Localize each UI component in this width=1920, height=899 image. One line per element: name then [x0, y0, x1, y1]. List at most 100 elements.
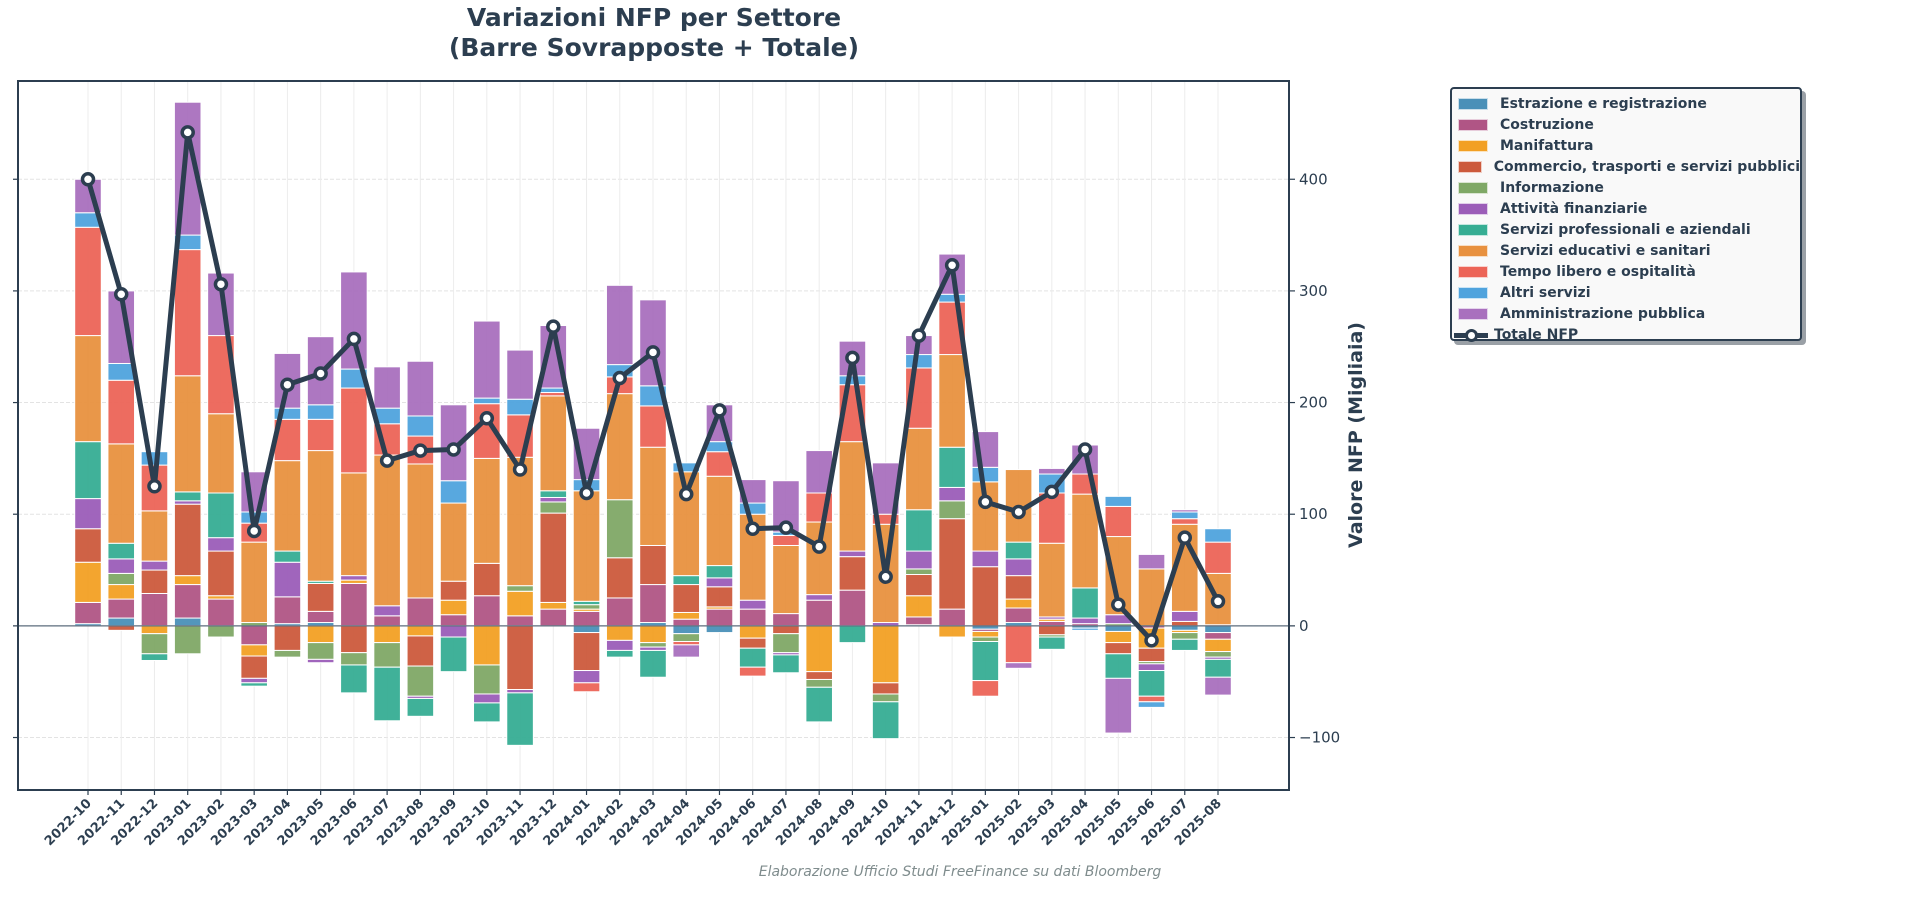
total-point — [1177, 530, 1193, 545]
bar-segment — [938, 625, 966, 638]
bar-segment — [605, 597, 634, 627]
x-axis-ticks: 2022-102022-112022-122023-012023-022023-… — [42, 790, 1225, 849]
legend-swatch — [1458, 160, 1482, 173]
bar-segment — [772, 625, 800, 635]
bar-segment — [473, 320, 501, 399]
bar-segment — [871, 625, 900, 684]
bar-segment — [838, 550, 867, 558]
bar-segment — [207, 537, 235, 552]
total-point — [446, 442, 461, 457]
bar-segment — [240, 625, 268, 646]
bar-segment — [672, 641, 701, 646]
bar-segment — [705, 475, 734, 567]
bar-segment — [406, 697, 435, 717]
bar-segment — [938, 446, 966, 488]
bar-segment — [905, 354, 933, 369]
bar-segment — [1038, 620, 1066, 627]
bar-segment — [406, 360, 435, 417]
bar-segment — [639, 446, 667, 546]
bar-segment — [173, 625, 202, 655]
bar-segment — [572, 625, 601, 634]
bar-segment — [605, 649, 634, 658]
bar-segment — [74, 561, 102, 603]
bar-segment — [705, 608, 734, 627]
bar-segment — [605, 625, 634, 641]
bar-segment — [74, 601, 102, 625]
legend-swatch — [1458, 97, 1488, 110]
total-point — [845, 350, 860, 366]
bar-segment — [1204, 541, 1232, 574]
bar-segment — [1104, 653, 1133, 679]
bar-segment — [1004, 662, 1033, 669]
bar-segment — [1038, 467, 1066, 475]
bar-segment — [971, 636, 1000, 643]
bar-segment — [772, 613, 800, 627]
bar-segment — [971, 630, 1000, 638]
bar-segment — [1004, 541, 1033, 560]
bar-segment — [805, 599, 833, 627]
bar-segment — [273, 596, 302, 625]
chart-title-line1: Variazioni NFP per Settore — [466, 3, 842, 32]
bar-segment — [373, 454, 401, 607]
bar-segment — [140, 653, 169, 661]
bar-segment — [539, 387, 568, 394]
total-point — [313, 366, 328, 381]
total-point — [1210, 594, 1226, 609]
bar-segment — [639, 642, 667, 648]
bar-segment — [173, 575, 202, 586]
bar-segment — [772, 544, 800, 615]
bar-segment — [107, 558, 136, 574]
bar-segment — [473, 397, 501, 405]
bar-segment — [1204, 528, 1232, 543]
bar-segment — [74, 226, 102, 337]
bar-segment — [173, 491, 202, 502]
bar-segment — [1204, 658, 1232, 678]
bar-segment — [439, 480, 468, 504]
bar-segment — [539, 395, 568, 492]
legend-item: Estrazione e registrazione — [1458, 93, 1800, 114]
y-tick-label: −100 — [1299, 729, 1340, 747]
bar-segment — [439, 614, 468, 627]
bar-segment — [473, 702, 501, 723]
legend-swatch — [1458, 202, 1488, 215]
bar-segment — [738, 647, 767, 668]
bar-segment — [672, 575, 701, 586]
bar-segment — [1104, 642, 1133, 655]
bar-segment — [772, 633, 800, 654]
total-point — [512, 462, 528, 477]
bar-segment — [605, 557, 634, 599]
bar-segment — [572, 610, 601, 627]
total-point — [944, 257, 960, 273]
total-point — [180, 125, 195, 140]
bar-segment — [672, 644, 701, 658]
legend-item: Altri servizi — [1458, 282, 1800, 303]
bar-segment — [639, 299, 667, 387]
total-point — [80, 172, 96, 187]
bar-segment — [1170, 625, 1199, 631]
total-point — [1111, 597, 1126, 612]
bar-segment — [306, 418, 335, 452]
bar-segment — [473, 625, 501, 666]
total-point — [280, 377, 295, 392]
legend-item: Totale NFP — [1454, 324, 1800, 345]
total-point — [1011, 504, 1026, 520]
bar-segment — [140, 592, 169, 627]
bar-segment — [905, 574, 933, 597]
legend-item: Commercio, trasporti e servizi pubblici — [1458, 156, 1800, 177]
source-footnote: Elaborazione Ufficio Studi FreeFinance s… — [758, 864, 1162, 880]
total-point — [346, 331, 362, 347]
bar-segment — [340, 625, 368, 654]
legend-item: Servizi professionali e aziendali — [1458, 219, 1800, 240]
y-tick-label: 0 — [1299, 617, 1309, 635]
bar-segment — [905, 568, 933, 576]
legend-swatch — [1458, 265, 1488, 278]
bar-segment — [306, 582, 335, 612]
bar-segment — [938, 354, 966, 448]
bar-segment — [107, 542, 136, 560]
bar-segment — [340, 579, 368, 584]
bar-segment — [306, 450, 335, 582]
bar-segment — [473, 562, 501, 597]
total-point — [645, 345, 661, 360]
bar-segment — [971, 641, 1000, 682]
bar-segment — [1170, 638, 1199, 651]
